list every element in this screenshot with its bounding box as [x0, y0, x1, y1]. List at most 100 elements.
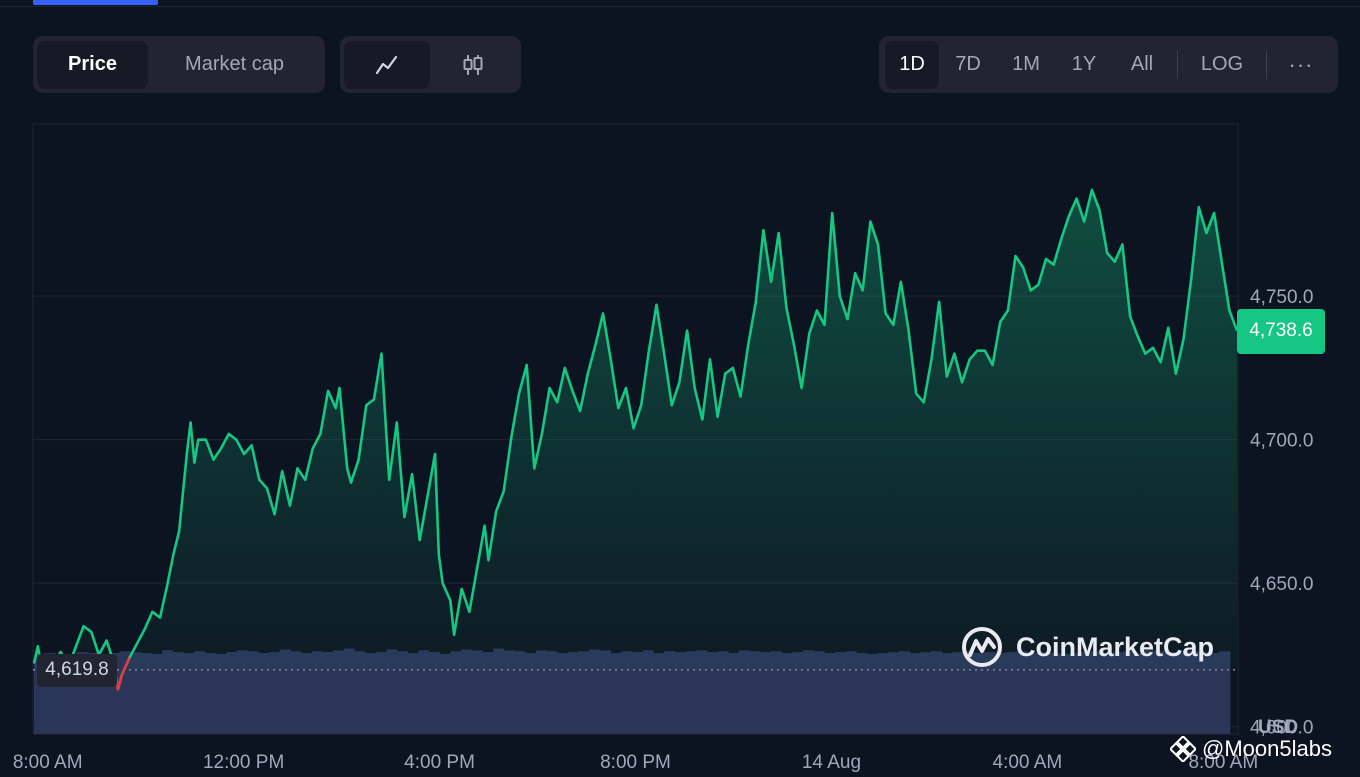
- volume-bar: [1123, 651, 1135, 734]
- volume-bar: [151, 653, 163, 734]
- volume-bar: [738, 650, 750, 734]
- volume-bar: [204, 653, 216, 734]
- volume-bar: [1197, 652, 1210, 734]
- range-7d[interactable]: 7D: [955, 53, 981, 75]
- volume-bar: [995, 653, 1007, 734]
- volume-bar: [418, 650, 430, 734]
- volume-bar: [343, 648, 355, 734]
- x-tick-label: 4:00 PM: [404, 752, 475, 773]
- volume-bar: [279, 649, 291, 734]
- open-price-badge: 4,619.8: [37, 653, 117, 687]
- volume-bar: [1016, 651, 1028, 734]
- volume-bar: [1187, 651, 1199, 734]
- volume-bars: [34, 648, 1231, 734]
- volume-bar: [845, 651, 857, 734]
- volume-bar: [856, 653, 868, 734]
- volume-bar: [567, 652, 580, 734]
- volume-bar: [322, 652, 334, 734]
- volume-bar: [717, 651, 729, 734]
- volume-bar: [76, 652, 88, 734]
- volume-bar: [696, 650, 708, 734]
- volume-bar: [621, 651, 633, 734]
- volume-bar: [546, 651, 558, 734]
- tab-price[interactable]: Price: [37, 40, 148, 89]
- watermark-text: @Moon5labs: [1202, 736, 1332, 761]
- volume-bar: [984, 652, 996, 734]
- volume-bar: [1091, 651, 1103, 734]
- more-options-button[interactable]: ···: [1288, 51, 1314, 77]
- line-chart-button[interactable]: [344, 40, 430, 89]
- volume-bar: [300, 653, 313, 734]
- log-scale-button[interactable]: LOG: [1200, 53, 1244, 75]
- range-1m[interactable]: 1M: [1012, 53, 1040, 75]
- volume-bar: [268, 652, 281, 734]
- volume-bar: [108, 653, 120, 734]
- x-tick-label: 12:00 PM: [203, 752, 284, 773]
- watermark: @Moon5labs: [1170, 736, 1332, 762]
- y-tick-label: 4,700.0: [1250, 431, 1313, 452]
- candlestick-icon: [463, 54, 483, 75]
- volume-bar: [1101, 653, 1113, 734]
- volume-bar: [1037, 652, 1049, 734]
- volume-bar: [503, 650, 515, 734]
- volume-bar: [450, 651, 462, 734]
- range-1d[interactable]: 1D: [885, 40, 939, 89]
- range-1y[interactable]: 1Y: [1071, 53, 1097, 75]
- volume-bar: [1027, 653, 1039, 734]
- volume-bar: [87, 653, 99, 734]
- volume-bar: [1069, 653, 1081, 734]
- tab-market-cap[interactable]: Market cap: [185, 53, 284, 75]
- volume-bar: [1155, 651, 1167, 734]
- volume-bar: [898, 651, 911, 734]
- volume-bar: [834, 652, 846, 734]
- volume-bar: [226, 652, 238, 734]
- volume-bar: [557, 653, 569, 734]
- range-all[interactable]: All: [1130, 53, 1154, 75]
- volume-bar: [1080, 652, 1092, 734]
- volume-bar: [1005, 652, 1017, 734]
- candlestick-chart-button[interactable]: [430, 41, 516, 89]
- volume-bar: [909, 653, 921, 734]
- volume-bar: [333, 650, 345, 734]
- volume-bar: [642, 650, 654, 734]
- x-tick-label: 8:00 AM: [1188, 752, 1258, 773]
- volume-bar: [236, 650, 248, 734]
- y-tick-label: 4,750.0: [1250, 287, 1313, 308]
- volume-bar: [632, 652, 644, 734]
- volume-bar: [172, 652, 184, 734]
- volume-bar: [365, 653, 377, 734]
- volume-bar: [963, 651, 975, 734]
- time-range-toggle: 1D 7D 1M 1Y All LOG ···: [879, 36, 1338, 93]
- volume-bar: [802, 650, 814, 734]
- volume-bar: [866, 653, 879, 734]
- volume-bar: [482, 652, 494, 734]
- price-area: [34, 190, 1237, 690]
- volume-bar: [290, 651, 302, 734]
- volume-bar: [66, 653, 78, 734]
- current-price-badge: 4,738.6: [1237, 308, 1325, 354]
- volume-bar: [514, 651, 526, 734]
- line-chart-icon: [375, 55, 398, 74]
- volume-bar: [781, 653, 793, 734]
- volume-bar: [888, 652, 900, 734]
- volume-bar: [461, 649, 473, 734]
- volume-bar: [407, 653, 419, 734]
- x-tick-label: 14 Aug: [802, 752, 861, 773]
- volume-bar: [183, 653, 195, 734]
- volume-bar: [610, 653, 622, 734]
- volume-bar: [578, 651, 590, 734]
- volume-bar: [130, 652, 142, 734]
- range-divider: [1177, 50, 1178, 79]
- volume-bar: [952, 652, 964, 734]
- volume-bar: [824, 653, 836, 734]
- volume-bar: [34, 654, 46, 734]
- volume-bar: [589, 649, 601, 734]
- volume-bar: [1144, 650, 1156, 734]
- volume-bar: [258, 653, 270, 734]
- volume-bar: [1176, 653, 1188, 734]
- volume-bar: [247, 651, 259, 734]
- volume-bar: [599, 650, 612, 734]
- volume-bar: [1112, 652, 1124, 734]
- volume-bar: [749, 651, 761, 734]
